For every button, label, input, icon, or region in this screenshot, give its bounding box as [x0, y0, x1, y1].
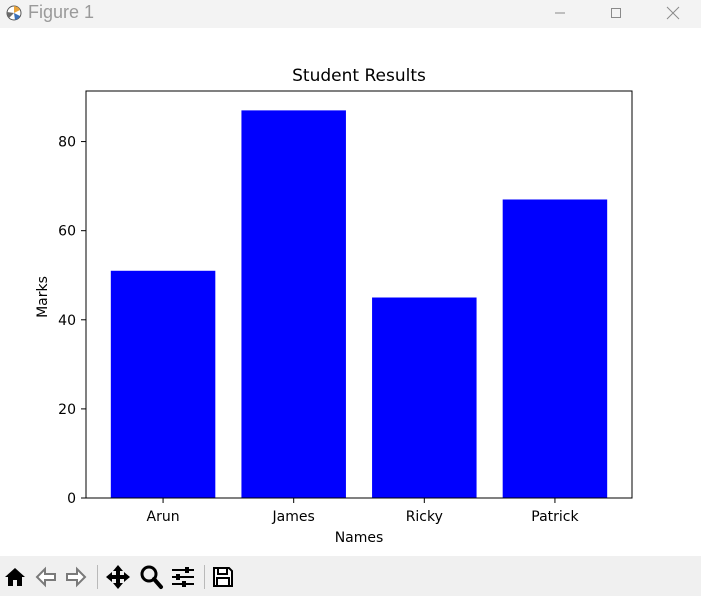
minimize-icon — [555, 12, 565, 14]
home-icon — [5, 568, 25, 586]
back-arrow-icon — [35, 566, 56, 588]
bar-arun — [110, 270, 216, 498]
close-icon — [666, 6, 680, 20]
y-tick-label: 40 — [58, 313, 76, 329]
configure-subplots-button[interactable] — [170, 564, 196, 590]
maximize-button[interactable] — [588, 0, 644, 26]
x-tick-label: Ricky — [406, 509, 443, 525]
configure-subplots-icon — [172, 567, 194, 587]
navigation-toolbar — [0, 556, 701, 596]
pan-button[interactable] — [105, 564, 131, 590]
y-tick-label: 80 — [58, 135, 76, 151]
forward-arrow-icon — [66, 566, 87, 588]
window-title: Figure 1 — [28, 2, 95, 22]
save-icon — [213, 567, 233, 587]
bar-ricky — [372, 297, 477, 498]
y-tick-label: 0 — [67, 491, 76, 507]
home-button[interactable] — [2, 564, 28, 590]
back-button[interactable] — [33, 564, 59, 590]
chart-title: Student Results — [292, 66, 426, 86]
plot-frame — [85, 90, 633, 499]
zoom-icon — [140, 565, 163, 589]
x-axis-label: Names — [335, 530, 384, 546]
close-button[interactable] — [645, 0, 701, 26]
minimize-button[interactable] — [532, 0, 588, 26]
maximize-icon — [611, 8, 621, 18]
matplotlib-app-icon — [6, 5, 22, 21]
bar-chart: Student Results 0 20 40 60 80 Arun James Ricky… — [35, 66, 633, 546]
y-axis-label: Marks — [35, 276, 51, 318]
toolbar-separator — [97, 565, 98, 589]
figure-canvas: Student Results 0 20 40 60 80 Arun James Ricky… — [0, 28, 701, 556]
pan-icon — [106, 565, 130, 589]
x-tick-label: Patrick — [531, 509, 579, 525]
x-tick-label: Arun — [147, 509, 180, 525]
bar-james — [241, 110, 346, 498]
save-button[interactable] — [210, 564, 236, 590]
bar-patrick — [502, 199, 608, 499]
zoom-button[interactable] — [138, 564, 164, 590]
y-tick-label: 60 — [58, 224, 76, 240]
forward-button[interactable] — [63, 564, 89, 590]
window-titlebar: Figure 1 — [0, 0, 701, 28]
x-tick-label: James — [272, 509, 315, 525]
y-tick-label: 20 — [58, 402, 76, 418]
toolbar-separator — [204, 565, 205, 589]
